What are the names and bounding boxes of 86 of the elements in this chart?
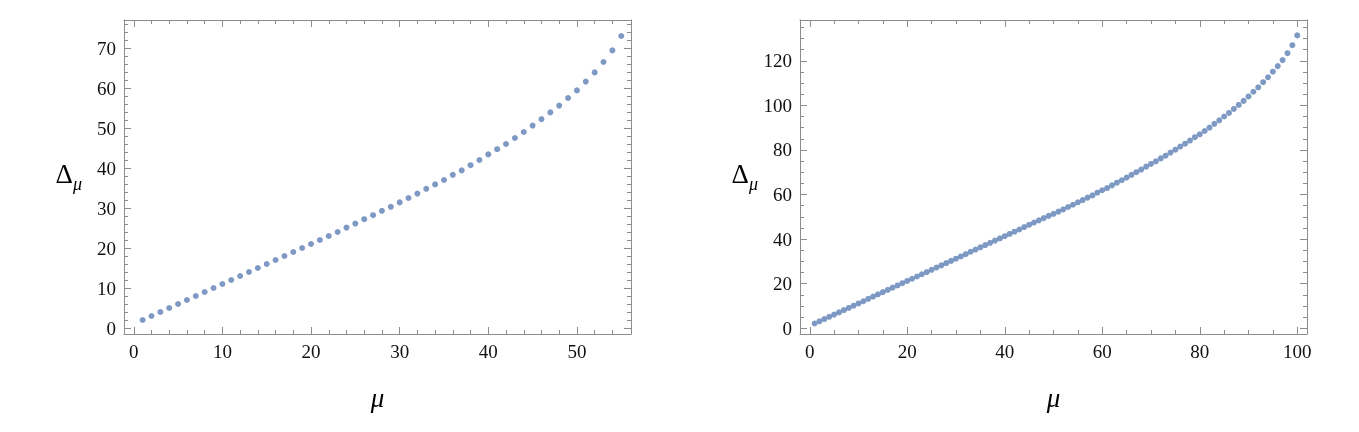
point	[166, 305, 173, 311]
point	[361, 216, 368, 223]
point	[476, 157, 483, 163]
point	[219, 281, 226, 287]
point	[485, 151, 492, 158]
point	[565, 95, 572, 101]
point	[494, 146, 501, 153]
y-tick-label: 0	[106, 317, 116, 339]
point	[556, 102, 563, 109]
point	[263, 261, 270, 267]
point	[325, 233, 332, 239]
point	[192, 293, 199, 299]
x-tick-label: 100	[1283, 341, 1312, 362]
x-tick-label: 80	[1190, 341, 1210, 362]
point	[148, 313, 155, 319]
point	[334, 229, 341, 235]
point	[591, 69, 598, 76]
point	[254, 265, 261, 271]
x-tick-label: 10	[212, 341, 232, 362]
x-axis-title: μ	[1045, 382, 1061, 413]
x-tick-label: 20	[897, 341, 917, 362]
x-tick-label: 50	[567, 341, 587, 362]
x-tick-label: 40	[995, 341, 1015, 362]
point	[343, 224, 350, 231]
point	[281, 253, 288, 259]
point	[538, 116, 545, 123]
point	[299, 245, 306, 251]
point	[290, 249, 297, 255]
y-tick-label: 60	[97, 77, 116, 99]
y-tick-label: 40	[773, 228, 792, 250]
y-tick-label: 20	[97, 237, 116, 259]
point	[378, 207, 385, 214]
point	[139, 317, 146, 323]
point	[387, 203, 394, 210]
point	[467, 162, 474, 169]
point	[582, 78, 589, 85]
point	[511, 135, 518, 141]
point	[600, 59, 607, 65]
point	[503, 141, 510, 147]
y-tick-label: 50	[97, 117, 116, 139]
point	[237, 273, 244, 279]
point	[432, 181, 439, 188]
y-tick-label: 20	[773, 273, 792, 295]
point	[272, 257, 279, 263]
point	[529, 122, 536, 129]
x-tick-label: 30	[390, 341, 410, 362]
x-axis-title: μ	[369, 382, 385, 413]
point	[157, 309, 164, 315]
point	[201, 289, 208, 295]
point	[440, 177, 447, 183]
point	[520, 129, 527, 135]
point	[370, 212, 377, 219]
x-tick-label: 0	[129, 341, 139, 362]
point	[210, 285, 217, 291]
y-tick-label: 30	[97, 197, 116, 219]
point	[175, 301, 182, 307]
x-tick-label: 40	[478, 341, 498, 362]
point	[414, 190, 421, 197]
y-tick-label: 60	[773, 183, 792, 205]
point	[308, 241, 315, 247]
point	[228, 277, 235, 283]
y-tick-label: 0	[782, 317, 792, 339]
y-axis-title: Δ$_{μ}$	[731, 159, 758, 194]
point	[396, 199, 403, 206]
x-tick-label: 60	[1092, 341, 1112, 362]
point	[449, 171, 456, 178]
x-tick-label: 0	[805, 341, 815, 362]
y-tick-label: 80	[773, 139, 792, 161]
point	[423, 185, 430, 192]
y-tick-label: 120	[763, 50, 792, 72]
point	[547, 109, 554, 116]
point	[573, 87, 580, 94]
point	[183, 297, 190, 303]
y-tick-label: 10	[97, 277, 116, 299]
y-axis-title: Δ$_{μ}$	[55, 159, 82, 194]
point	[352, 220, 359, 227]
x-tick-label: 20	[301, 341, 321, 362]
point	[609, 47, 616, 54]
y-tick-label: 40	[97, 157, 116, 179]
point	[245, 269, 252, 275]
y-tick-label: 70	[97, 37, 116, 59]
y-tick-label: 100	[763, 94, 792, 116]
point	[618, 33, 625, 39]
point	[458, 167, 465, 174]
point	[405, 195, 412, 201]
point	[316, 237, 323, 243]
